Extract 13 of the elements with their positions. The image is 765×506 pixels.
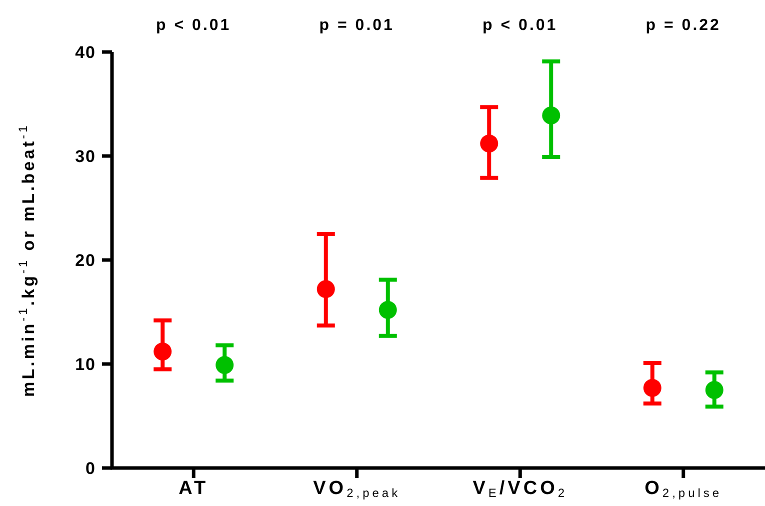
text: p < 0.01 <box>482 17 558 34</box>
text: p < 0.01 <box>156 17 232 34</box>
y-tick-label: 20 <box>75 250 96 270</box>
y-tick-label: 10 <box>75 354 96 374</box>
x-tick-label: AT <box>178 478 209 499</box>
text: p = 0.01 <box>319 17 394 34</box>
y-tick-label: 40 <box>75 42 96 62</box>
x-tick-label: O$_{2,pulse}$ <box>644 478 722 500</box>
y-tick-label: 0 <box>86 458 96 478</box>
x-tick-label: VO$_{2,peak}$ <box>313 478 401 500</box>
x-tick-label: V$_{E}$/VCO$_{2}$ <box>472 478 568 500</box>
text: p = 0.22 <box>646 17 721 34</box>
y-tick-label: 30 <box>75 146 96 166</box>
